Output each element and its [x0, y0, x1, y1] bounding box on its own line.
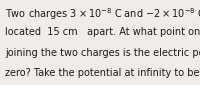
- Text: Two charges $3 \times 10^{-8}$ C and $-2 \times 10^{-8}$ C  are: Two charges $3 \times 10^{-8}$ C and $-2…: [5, 6, 200, 22]
- Text: zero? Take the potential at infinity to be zero.: zero? Take the potential at infinity to …: [5, 68, 200, 78]
- Text: joining the two charges is the electric potential: joining the two charges is the electric …: [5, 48, 200, 58]
- Text: located  15 cm   apart. At what point on the line: located 15 cm apart. At what point on th…: [5, 27, 200, 37]
